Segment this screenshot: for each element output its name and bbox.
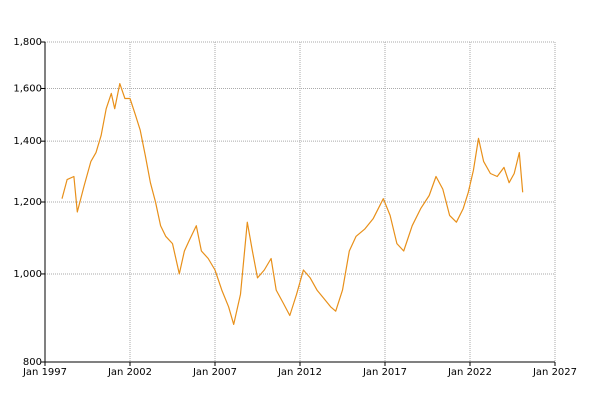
line: [61, 83, 524, 325]
y-tick-label: 1,600: [13, 83, 42, 94]
x-tick-label: Jan 2027: [532, 367, 577, 378]
y-tick-label: 800: [23, 357, 42, 368]
y-tick-label: 1,000: [13, 269, 42, 280]
x-tick-label: Jan 2012: [277, 367, 322, 378]
x-tick-label: Jan 1997: [22, 367, 67, 378]
x-tick-label: Jan 2017: [362, 367, 407, 378]
y-tick-label: 1,800: [13, 37, 42, 48]
x-tick-label: Jan 2022: [447, 367, 492, 378]
y-tick-label: 1,400: [13, 136, 42, 147]
x-tick-label: Jan 2007: [192, 367, 237, 378]
y-tick-label: 1,200: [13, 197, 42, 208]
x-tick-label: Jan 2002: [107, 367, 152, 378]
